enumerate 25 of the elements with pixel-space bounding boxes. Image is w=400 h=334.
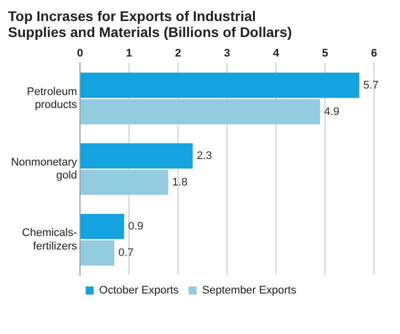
x-tick-label: 6 — [370, 48, 378, 60]
data-label: 1.8 — [172, 176, 188, 188]
bar — [80, 143, 193, 168]
bar — [80, 99, 320, 124]
bar — [80, 240, 114, 266]
data-label: 0.7 — [118, 246, 134, 259]
x-tick-label: 2 — [174, 48, 182, 60]
x-tick-label: 0 — [76, 48, 84, 60]
y-tick-label: Chemicals-fertilizers — [22, 227, 78, 252]
x-tick-label: 1 — [126, 48, 132, 60]
bar — [80, 214, 124, 240]
y-tick-label: Petroleum products — [26, 86, 78, 112]
x-tick-label: 5 — [322, 48, 328, 60]
x-tick-label: 3 — [224, 48, 230, 60]
data-label: 0.9 — [128, 220, 144, 232]
data-label: 4.9 — [324, 106, 340, 118]
x-tick-label: 4 — [272, 48, 280, 60]
y-tick-label: Nonmonetary gold — [10, 156, 78, 182]
bar — [80, 72, 360, 98]
data-label: 5.7 — [363, 79, 379, 92]
bar — [80, 170, 168, 195]
data-label: 2.3 — [196, 150, 212, 162]
legend-label: September Exports — [202, 284, 297, 297]
chart-title: Top Incrases for Exports of Industrial Supplies and Materials (Billions of Dollars) — [8, 8, 293, 40]
legend-label: October Exports — [99, 284, 180, 297]
